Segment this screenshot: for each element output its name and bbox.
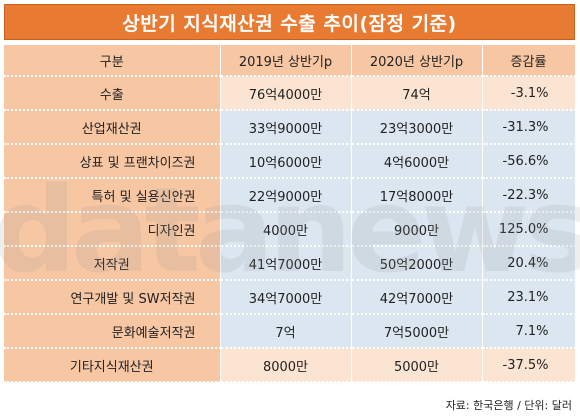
row-label: 문화예술저작권 [4,314,221,349]
table-row-copyright: 저작권 41억7000만 50억2000만 20.4% [4,246,576,281]
row-label: 수출 [4,76,221,111]
value-2020: 9000만 [351,212,483,247]
page-title: 상반기 지식재산권 수출 추이(잠정 기준) [122,12,457,35]
table-row-culture-art: 문화예술저작권 7억 7억5000만 7.1% [4,314,576,349]
change-rate: -56.6% [482,144,576,179]
value-2019: 8000만 [220,348,352,383]
row-label: 연구개발 및 SW저작권 [4,280,221,315]
source-note: 자료: 한국은행 / 단위: 달러 [445,399,572,412]
value-2020: 74억 [351,76,483,111]
value-2019: 41억7000만 [220,246,352,281]
change-rate: -31.3% [482,110,576,145]
change-rate: 23.1% [482,280,576,315]
change-rate: 7.1% [482,314,576,349]
header-2019: 2019년 상반기p [220,45,352,77]
export-table: 구분 2019년 상반기p 2020년 상반기p 증감률 수출 76억4000만… [4,45,576,383]
table-header-row: 구분 2019년 상반기p 2020년 상반기p 증감률 [4,45,576,77]
value-2019: 22억9000만 [220,178,352,213]
change-rate: -3.1% [482,76,576,111]
table-row-patent: 특허 및 실용신안권 22억9000만 17억8000만 -22.3% [4,178,576,213]
value-2019: 34억7000만 [220,280,352,315]
table-row-industrial-property: 산업재산권 33억9000만 23억3000만 -31.3% [4,110,576,145]
table-row-exports: 수출 76억4000만 74억 -3.1% [4,76,576,111]
row-label: 기타지식재산권 [4,348,221,383]
value-2019: 7억 [220,314,352,349]
value-2020: 17억8000만 [351,178,483,213]
table-row-trademark: 상표 및 프랜차이즈권 10억6000만 4억6000만 -56.6% [4,144,576,179]
change-rate: 125.0% [482,212,576,247]
row-label: 산업재산권 [4,110,221,145]
row-label: 상표 및 프랜차이즈권 [4,144,221,179]
change-rate: 20.4% [482,246,576,281]
header-2020: 2020년 상반기p [351,45,483,77]
value-2019: 10억6000만 [220,144,352,179]
value-2019: 33억9000만 [220,110,352,145]
value-2019: 76억4000만 [220,76,352,111]
value-2020: 23억3000만 [351,110,483,145]
table-row-other-ip: 기타지식재산권 8000만 5000만 -37.5% [4,348,576,383]
value-2020: 5000만 [351,348,483,383]
value-2019: 4000만 [220,212,352,247]
value-2020: 50억2000만 [351,246,483,281]
table-row-rnd-sw: 연구개발 및 SW저작권 34억7000만 42억7000만 23.1% [4,280,576,315]
title-bar: 상반기 지식재산권 수출 추이(잠정 기준) [4,4,575,40]
row-label: 저작권 [4,246,221,281]
row-label: 디자인권 [4,212,221,247]
header-category: 구분 [4,45,221,77]
value-2020: 4억6000만 [351,144,483,179]
header-change-rate: 증감률 [482,45,576,77]
change-rate: -37.5% [482,348,576,383]
value-2020: 7억5000만 [351,314,483,349]
value-2020: 42억7000만 [351,280,483,315]
table-row-design: 디자인권 4000만 9000만 125.0% [4,212,576,247]
change-rate: -22.3% [482,178,576,213]
row-label: 특허 및 실용신안권 [4,178,221,213]
